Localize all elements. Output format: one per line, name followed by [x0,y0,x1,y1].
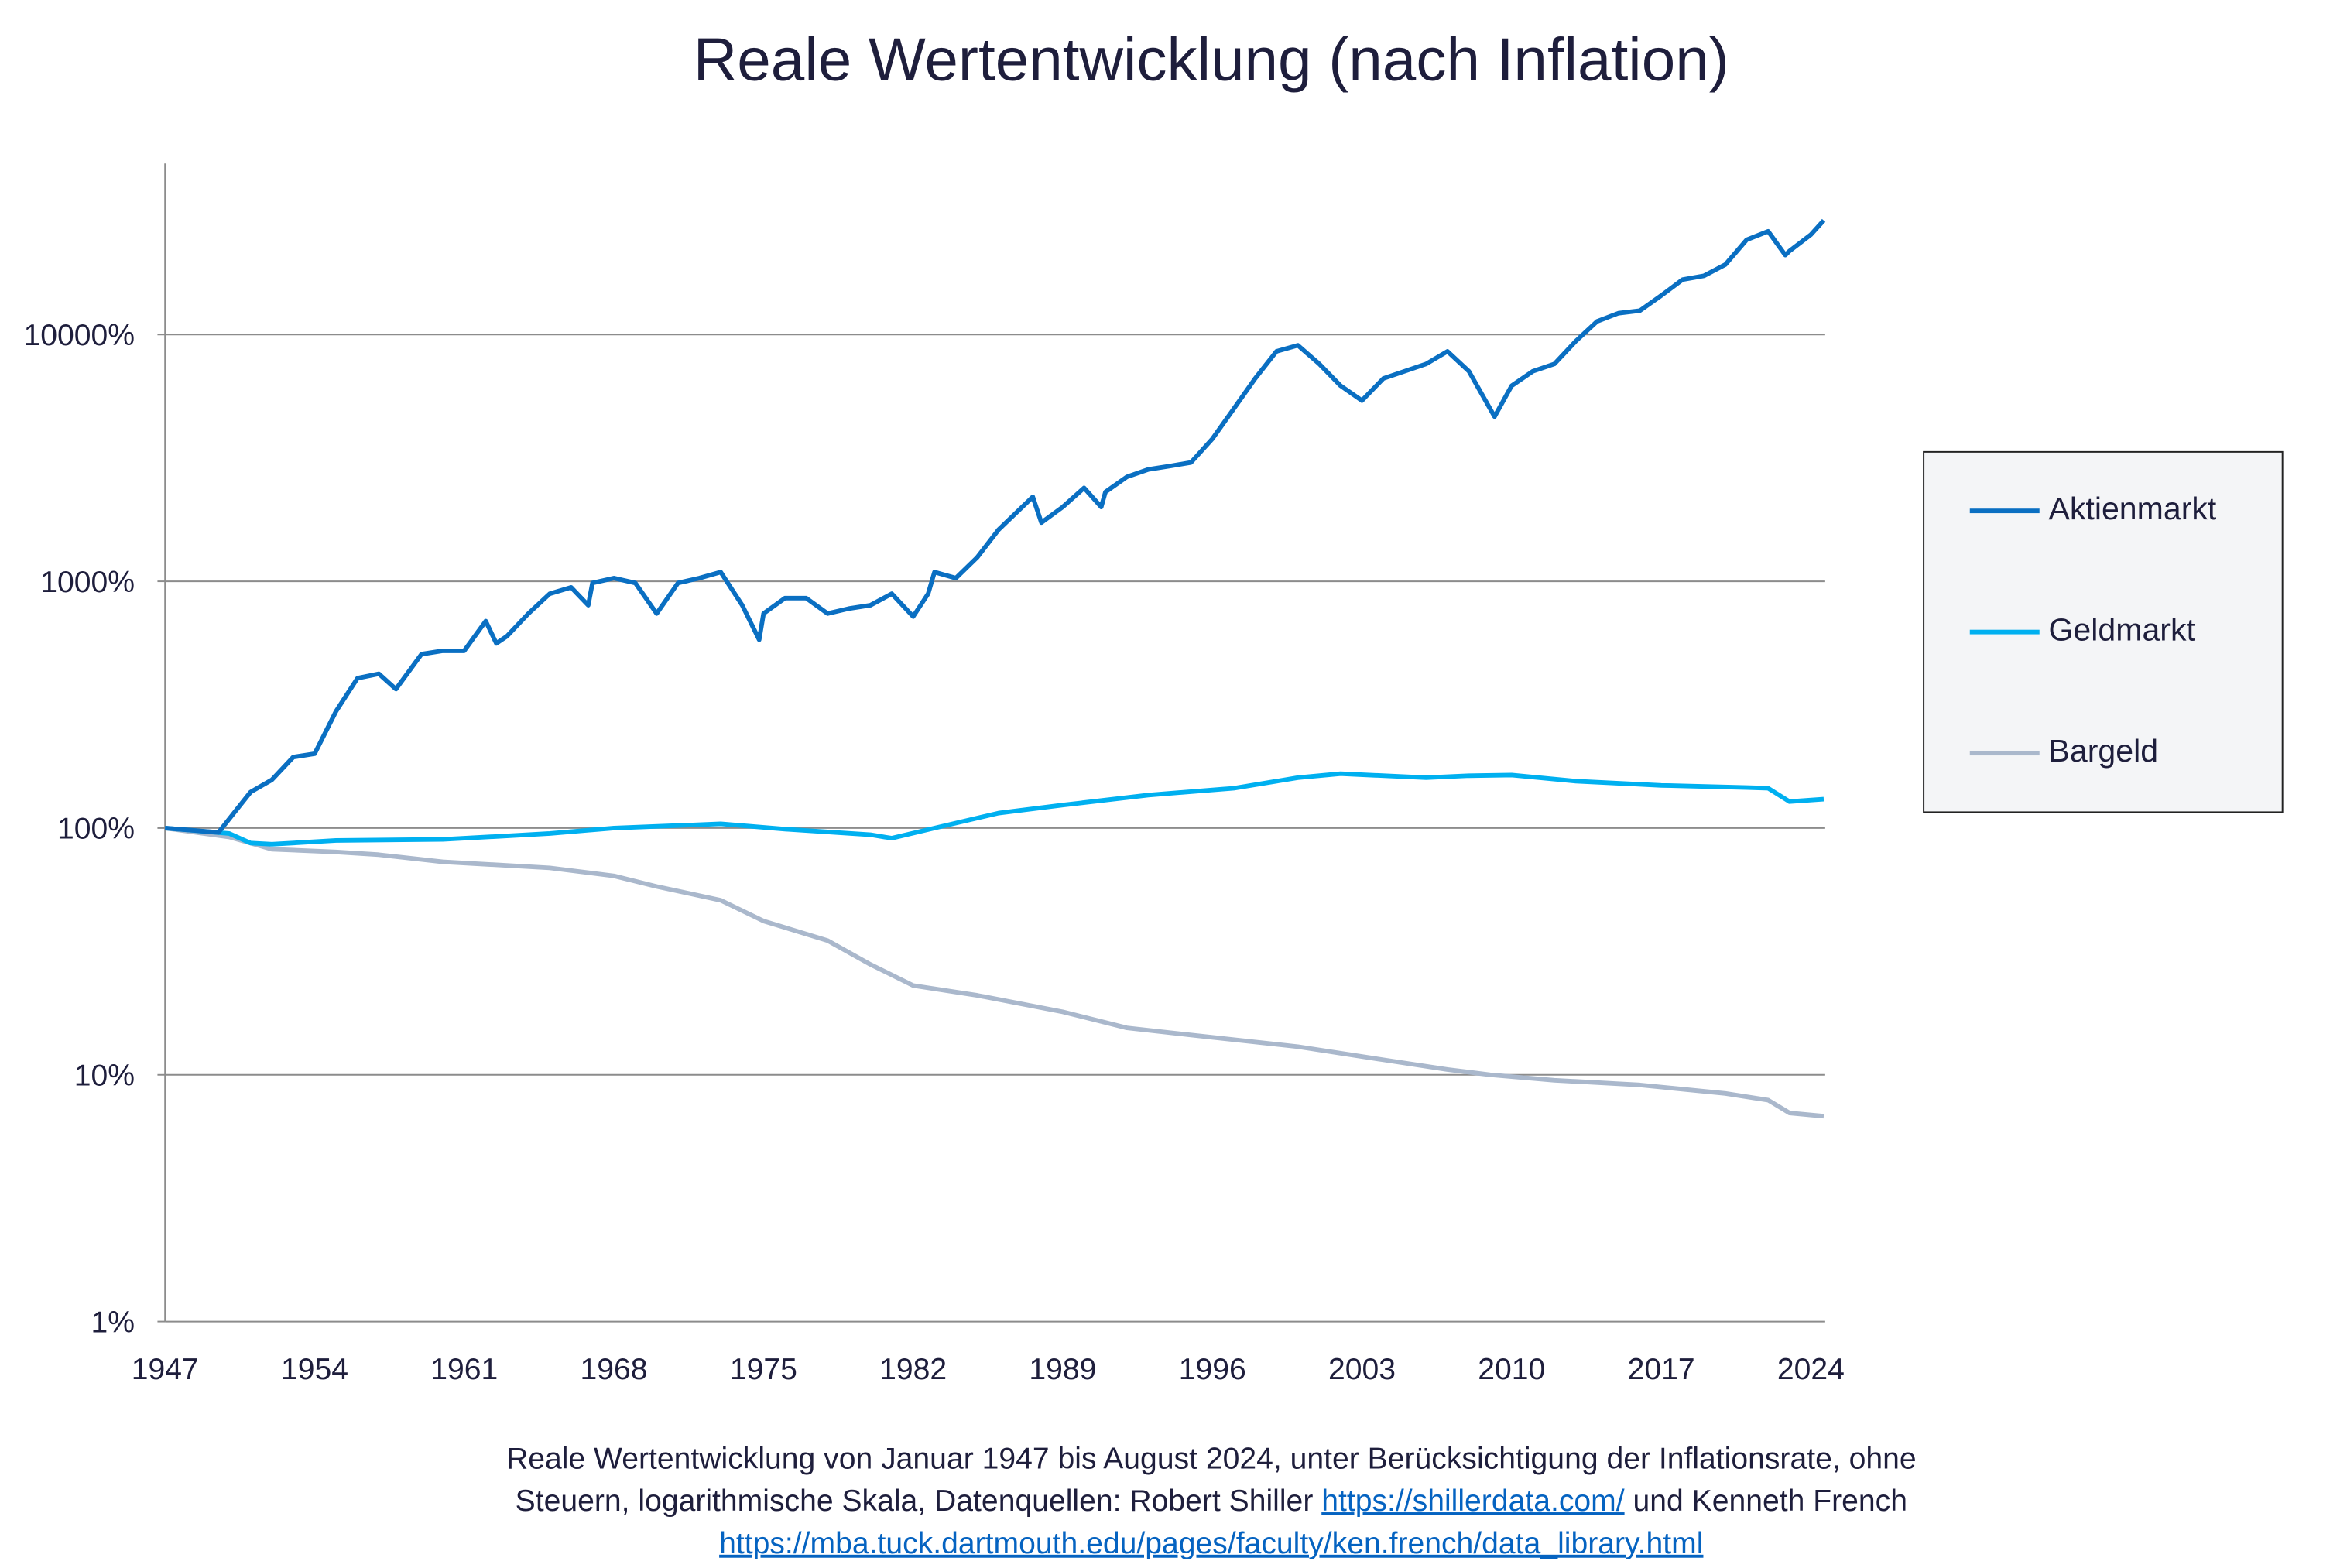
chart-title: Reale Wertentwicklung (nach Inflation) [693,27,1729,94]
legend-swatch [1969,628,2040,634]
legend-label: Aktienmarkt [2048,491,2217,527]
shiller-link[interactable]: https://shillerdata.com/ [1321,1484,1625,1518]
legend: Aktienmarkt Geldmarkt Bargeld [1923,450,2284,813]
legend-swatch [1969,508,2040,513]
y-tick-label: 10% [74,1059,135,1092]
x-tick-label: 1954 [281,1353,348,1386]
x-tick-label: 1975 [730,1353,797,1386]
series-line-aktienmarkt [164,218,1826,835]
caption-line2-pre: Steuern, logarithmische Skala, Datenquel… [515,1484,1322,1518]
x-tick-label: 2017 [1628,1353,1695,1386]
legend-swatch [1969,750,2040,755]
legend-item-geldmarkt: Geldmarkt [1969,613,2195,649]
legend-item-bargeld: Bargeld [1969,734,2159,771]
y-tick-label: 1000% [40,566,135,599]
x-tick-label: 1996 [1179,1353,1246,1386]
y-tick-label: 1% [91,1306,135,1339]
legend-label: Bargeld [2048,734,2159,769]
caption-line1: Reale Wertentwicklung von Januar 1947 bi… [505,1443,1917,1477]
caption-line2-post: und Kenneth French [1624,1484,1907,1518]
chart-caption: Reale Wertentwicklung von Januar 1947 bi… [303,1438,2119,1565]
x-tick-label: 2024 [1777,1353,1845,1386]
series-line-geldmarkt [164,771,1824,847]
x-tick-label: 1982 [879,1353,947,1386]
x-tick-label: 2003 [1328,1353,1396,1386]
legend-label: Geldmarkt [2048,613,2195,649]
y-tick-label: 100% [57,813,135,846]
x-tick-label: 1947 [132,1353,199,1386]
x-tick-label: 1961 [430,1353,498,1386]
x-tick-label: 1989 [1029,1353,1096,1386]
legend-item-aktienmarkt: Aktienmarkt [1969,491,2217,529]
french-link[interactable]: https://mba.tuck.dartmouth.edu/pages/fac… [719,1527,1704,1561]
series-line-bargeld [164,826,1824,1119]
x-tick-label: 1968 [581,1353,648,1386]
x-tick-label: 2010 [1478,1353,1545,1386]
y-tick-label: 10000% [24,319,135,352]
